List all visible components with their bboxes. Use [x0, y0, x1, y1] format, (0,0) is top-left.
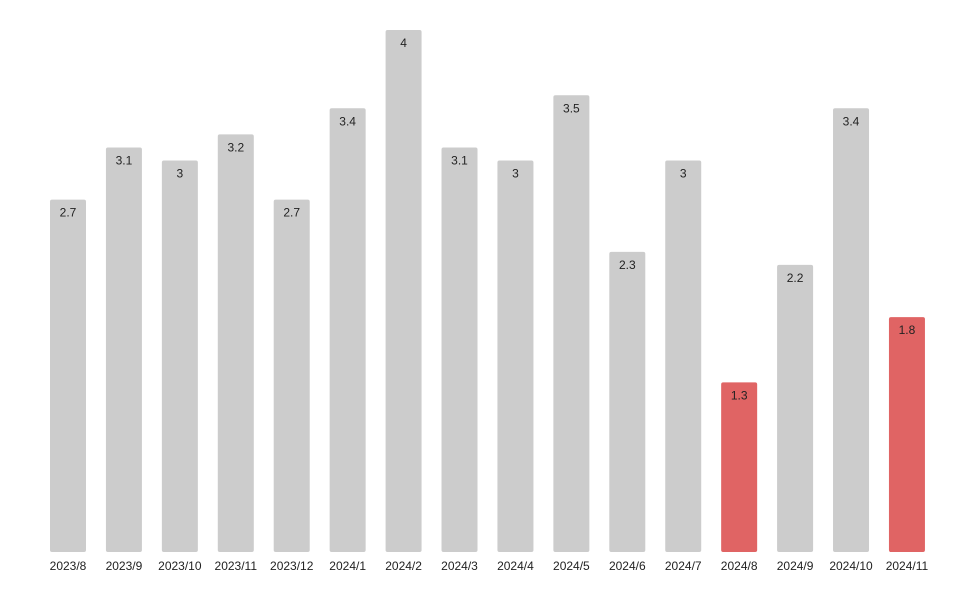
bar-value-label: 3.4: [843, 114, 860, 128]
x-tick-label: 2024/1: [329, 559, 366, 573]
bar-value-label: 3: [177, 167, 184, 181]
bar-value-label: 3: [680, 167, 687, 181]
bar-value-label: 2.2: [787, 271, 804, 285]
bar-2024-9: [777, 264, 814, 552]
x-tick-label: 2024/8: [721, 559, 758, 573]
bar-value-label: 3.1: [116, 153, 133, 167]
x-tick-label: 2024/4: [497, 559, 534, 573]
x-tick-label: 2024/3: [441, 559, 478, 573]
bar-2024-8: [721, 382, 758, 552]
bar-2023-11: [217, 134, 254, 552]
x-tick-label: 2023/11: [215, 559, 258, 573]
bar-2023-8: [50, 199, 86, 552]
bar-2024-11: [888, 317, 925, 552]
x-tick-label: 2024/10: [829, 559, 873, 573]
x-tick-label: 2024/11: [886, 559, 929, 573]
x-tick-label: 2023/9: [106, 559, 143, 573]
bar-2024-5: [553, 95, 590, 552]
bar-value-label: 3.5: [563, 101, 580, 115]
bars-group: [50, 30, 925, 553]
x-tick-label: 2023/8: [50, 559, 87, 573]
bar-value-label: 2.7: [60, 206, 77, 220]
x-tick-label: 2024/7: [665, 559, 702, 573]
x-tick-label: 2023/10: [158, 559, 202, 573]
bar-2024-10: [833, 108, 870, 553]
bar-2024-2: [385, 30, 422, 552]
bar-2024-4: [497, 160, 534, 552]
bar-value-label: 3.1: [451, 153, 468, 167]
x-axis-tick-labels: 2023/8 2023/9 2023/10 2023/11 2023/12 2024/1 2…: [50, 559, 929, 573]
x-tick-label: 2024/2: [385, 559, 422, 573]
bar-value-label: 3: [512, 167, 519, 181]
bar-2024-3: [441, 147, 478, 552]
x-tick-label: 2024/6: [609, 559, 646, 573]
bar-2023-9: [105, 147, 142, 552]
value-labels-group: 2.7 3.1 3 3.2 2.7 3.4 4 3.1 3 3.5 2.3 3 1.3 2.2 3.4 1.8: [60, 36, 916, 402]
bar-2023-10: [161, 160, 198, 552]
x-tick-label: 2024/5: [553, 559, 590, 573]
bar-2023-12: [273, 199, 310, 552]
bar-value-label: 3.4: [339, 114, 356, 128]
bar-value-label: 1.3: [731, 388, 748, 402]
bar-value-label: 3.2: [227, 140, 244, 154]
x-tick-label: 2023/12: [270, 559, 314, 573]
bar-value-label: 4: [400, 36, 407, 50]
bar-2024-1: [329, 108, 366, 553]
bar-2024-7: [665, 160, 702, 552]
bar-2024-6: [609, 251, 646, 552]
bar-value-label: 2.7: [283, 206, 300, 220]
bar-value-label: 2.3: [619, 258, 636, 272]
bar-value-label: 1.8: [899, 323, 916, 337]
x-tick-label: 2024/9: [777, 559, 814, 573]
